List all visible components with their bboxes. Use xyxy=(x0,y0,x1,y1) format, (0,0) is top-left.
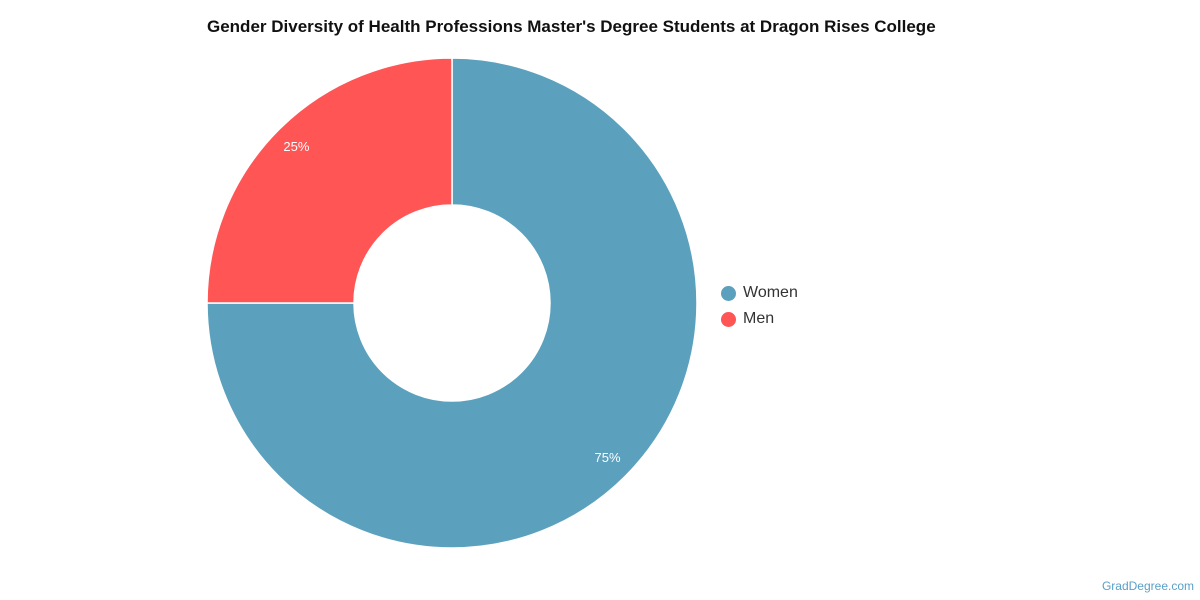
legend-item-men[interactable]: Men xyxy=(721,306,798,332)
legend-swatch-men xyxy=(721,311,736,327)
donut-slice-men[interactable] xyxy=(206,57,453,304)
slice-label-men: 25% xyxy=(283,139,309,154)
legend-item-women[interactable]: Women xyxy=(721,280,798,306)
legend-swatch-women xyxy=(721,285,736,301)
legend-label-women: Women xyxy=(743,284,798,301)
legend: Women Men xyxy=(721,280,798,332)
slice-label-women: 75% xyxy=(595,450,621,465)
legend-label-men: Men xyxy=(743,310,775,327)
chart-title: Gender Diversity of Health Professions M… xyxy=(207,17,936,36)
watermark[interactable]: GradDegree.com xyxy=(1101,579,1194,593)
donut-slice-women[interactable] xyxy=(206,57,698,549)
